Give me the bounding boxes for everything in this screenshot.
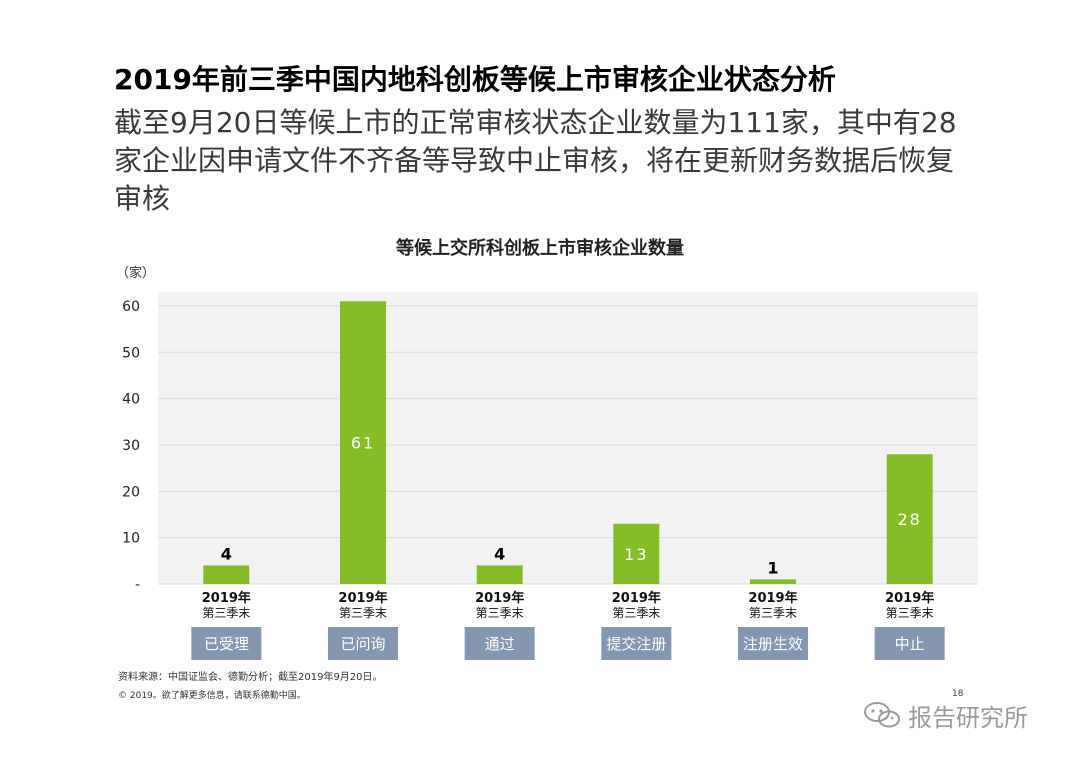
bar: [203, 565, 250, 584]
watermark-text: 报告研究所: [908, 703, 1028, 732]
x-tick-label-quarter: 第三季末: [749, 606, 797, 620]
x-tick-label-year: 2019年: [202, 590, 251, 606]
wechat-icon: [864, 702, 900, 728]
data-label: 4: [494, 544, 505, 563]
y-tick-label: 50: [122, 345, 140, 361]
y-axis-unit: （家）: [116, 266, 156, 281]
bar: [476, 565, 523, 584]
bar: [750, 579, 796, 584]
x-tick-label-year: 2019年: [612, 590, 661, 606]
y-tick-label: 60: [122, 299, 140, 315]
category-label: 提交注册: [606, 635, 666, 653]
category-label: 已受理: [204, 635, 249, 653]
x-tick-label-year: 2019年: [885, 590, 934, 606]
y-tick-label: 40: [122, 392, 140, 408]
category-label: 通过: [485, 635, 515, 653]
x-tick-label-quarter: 第三季末: [202, 606, 250, 620]
data-label: 1: [767, 558, 778, 577]
category-label: 中止: [895, 635, 925, 653]
x-tick-label-quarter: 第三季末: [612, 606, 660, 620]
status-box: [601, 627, 672, 660]
x-tick-label-year: 2019年: [748, 590, 797, 606]
status-box: [464, 627, 535, 660]
status-box: [191, 627, 262, 660]
bar: [613, 523, 660, 584]
category-label: 已问询: [340, 635, 385, 653]
y-tick-label: -: [135, 577, 140, 593]
data-label: 13: [624, 545, 648, 564]
y-tick-label: 10: [122, 531, 140, 547]
page-subtitle: 截至9月20日等候上市的正常审核状态企业数量为111家，其中有28家企业因申请文…: [114, 106, 957, 215]
data-label: 28: [897, 510, 921, 529]
status-box: [738, 627, 808, 660]
watermark: 报告研究所: [862, 698, 1028, 732]
x-tick-label-year: 2019年: [338, 590, 387, 606]
x-tick-label-quarter: 第三季末: [339, 606, 387, 620]
chart-title: 等候上交所科创板上市审核企业数量: [396, 238, 684, 259]
source-note: 资料来源：中国证监会、德勤分析；截至2019年9月20日。: [118, 672, 383, 683]
status-box: [874, 627, 945, 660]
y-tick-label: 30: [122, 438, 140, 454]
bar: [340, 301, 386, 584]
page-number: 18: [952, 689, 964, 699]
data-label: 61: [351, 434, 375, 453]
x-tick-label-quarter: 第三季末: [476, 606, 524, 620]
plot-area: [158, 292, 978, 584]
status-box: [328, 627, 398, 660]
y-tick-label: 20: [122, 484, 140, 500]
x-tick-label-quarter: 第三季末: [886, 606, 934, 620]
bar: [886, 454, 933, 584]
x-tick-label-year: 2019年: [475, 590, 524, 606]
copyright-note: © 2019。欲了解更多信息，请联系德勤中国。: [118, 691, 306, 701]
category-label: 注册生效: [743, 635, 803, 653]
data-label: 4: [221, 544, 232, 563]
page-title: 2019年前三季中国内地科创板等候上市审核企业状态分析: [114, 63, 836, 96]
